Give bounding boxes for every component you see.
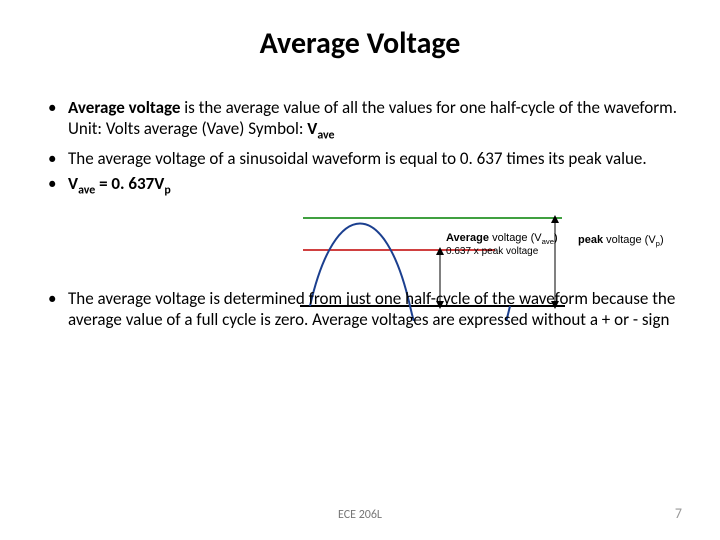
footer-course: ECE 206L (0, 508, 720, 522)
avg-arrow-up (436, 247, 444, 255)
avg-label-close: ) (554, 232, 558, 244)
bullet-3-mid: = 0. 637V (95, 173, 164, 194)
bullet-1: Average voltage is the average value of … (40, 97, 680, 144)
bullet-3-rsub: p (164, 183, 170, 197)
upper-bullets: Average voltage is the average value of … (40, 97, 680, 198)
page-title: Average Voltage (40, 25, 680, 62)
bullet-3-lsub: ave (78, 183, 95, 197)
bullet-4: The average voltage is determined from j… (40, 288, 680, 331)
peak-label: peak voltage (Vp) (578, 234, 664, 248)
footer-page: 7 (675, 505, 682, 522)
bullet-2: The average voltage of a sinusoidal wave… (40, 148, 680, 169)
bullet-4-text: The average voltage is determined from j… (68, 288, 675, 330)
bullet-3-lhs: V (68, 173, 78, 194)
avg-label-bold: Average (446, 232, 489, 244)
peak-label-rest: voltage (V (603, 234, 656, 246)
peak-label-bold: peak (578, 234, 603, 246)
avg-label: Average voltage (Vave) (446, 232, 558, 246)
avg-sub-line: 0.637 x peak voltage (446, 246, 538, 257)
lower-bullets: The average voltage is determined from j… (40, 288, 680, 331)
bullet-2-text: The average voltage of a sinusoidal wave… (68, 148, 647, 169)
bullet-1-tailbold: V (307, 118, 317, 139)
bullet-1-bold: Average voltage (68, 97, 180, 118)
bullet-1-tailsub: ave (317, 129, 334, 143)
bullet-3: Vave = 0. 637Vp (40, 173, 680, 198)
peak-arrow-up (551, 215, 559, 223)
peak-label-close: ) (660, 234, 664, 246)
avg-label-rest: voltage (V (489, 232, 542, 244)
avg-label-sub: ave (542, 237, 554, 246)
